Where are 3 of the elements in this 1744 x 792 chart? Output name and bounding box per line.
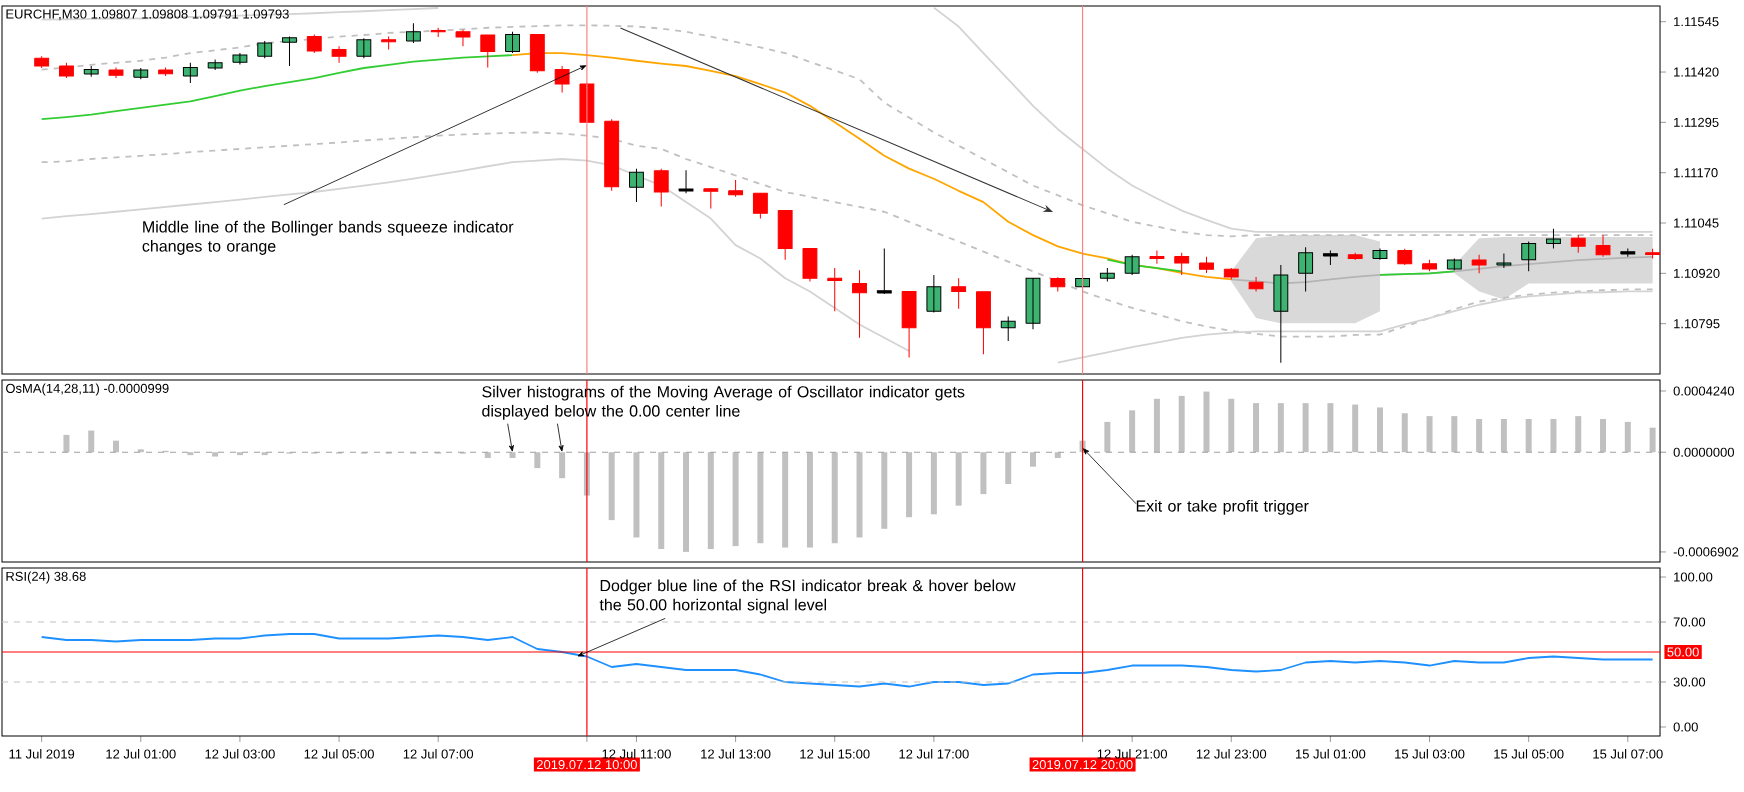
annotation: Dodger blue line of the RSI indicator break & hover below the 50.00 horizontal signal level xyxy=(599,579,1016,614)
annotation: Middle line of the Bollinger bands squeeze indicator changes to orange xyxy=(142,220,514,255)
annotation: Exit or take profit trigger xyxy=(1136,499,1309,515)
